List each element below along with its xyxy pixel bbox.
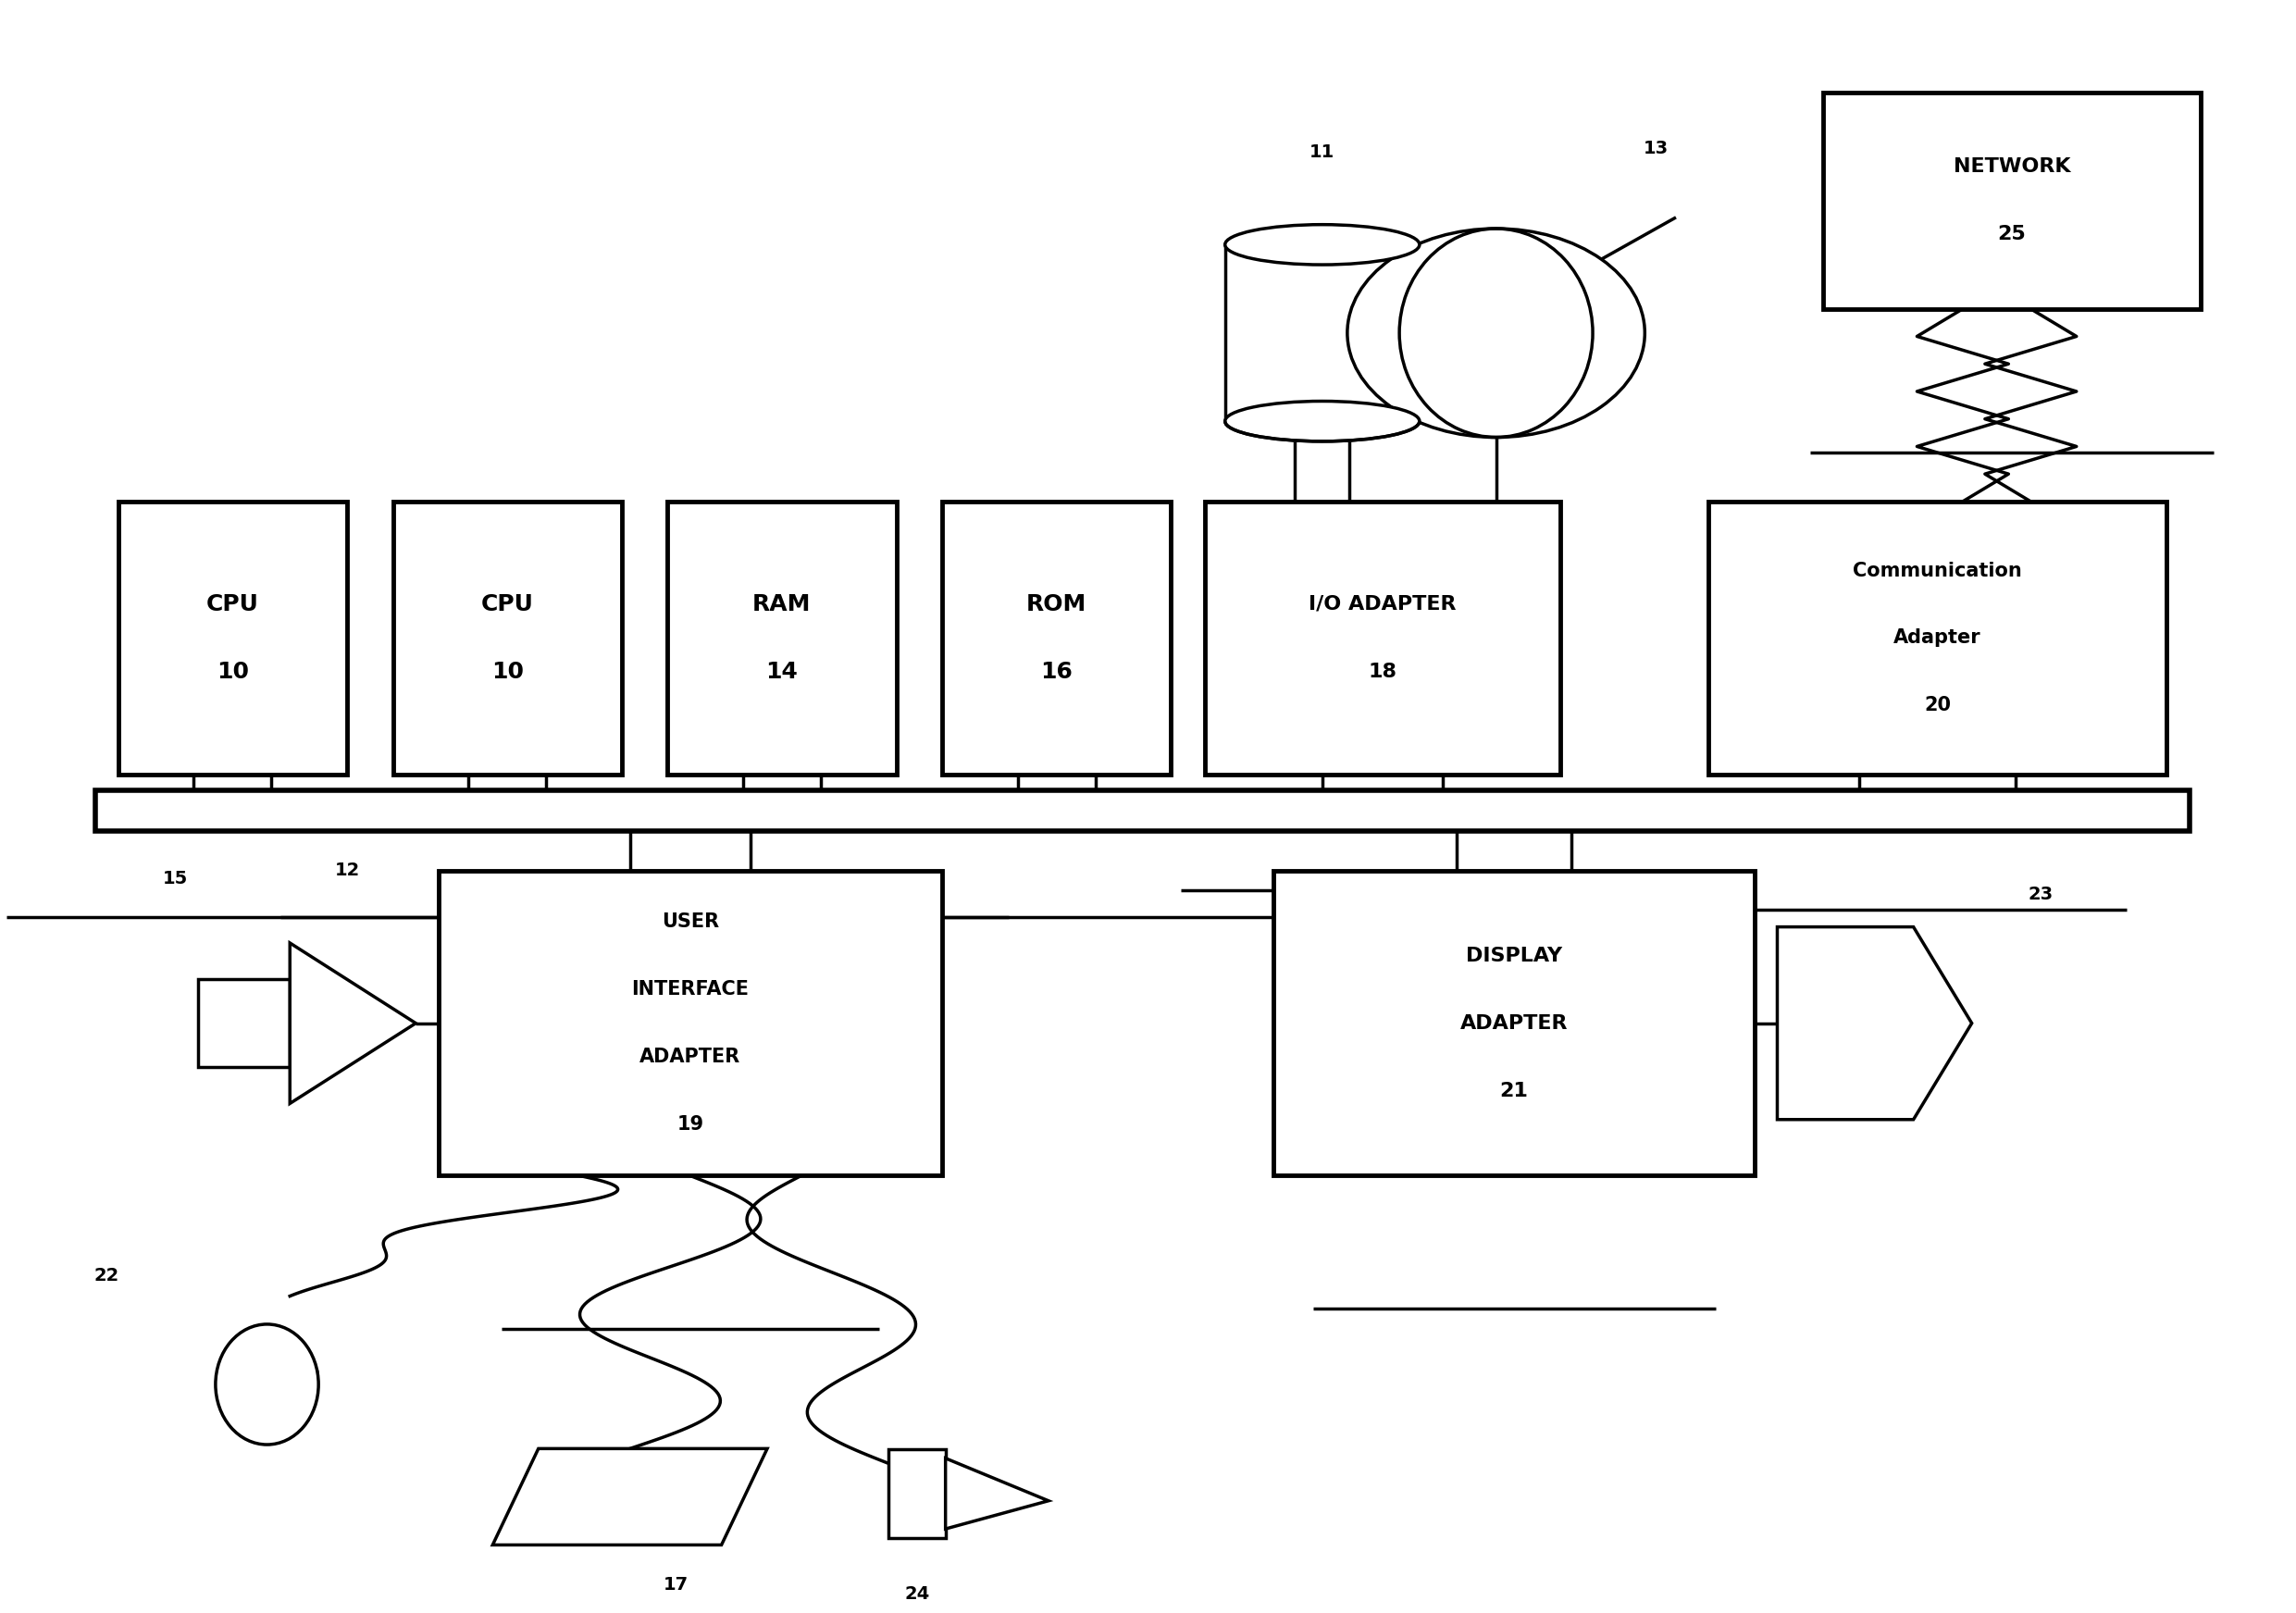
Text: 18: 18 <box>1368 663 1396 681</box>
Text: 13: 13 <box>1644 140 1669 156</box>
Text: INTERFACE: INTERFACE <box>631 981 748 998</box>
Text: 16: 16 <box>1040 661 1072 682</box>
Text: ADAPTER: ADAPTER <box>1460 1015 1568 1032</box>
Text: I/O ADAPTER: I/O ADAPTER <box>1309 595 1456 613</box>
Text: CPU: CPU <box>480 594 533 615</box>
Circle shape <box>1348 229 1644 437</box>
Text: ADAPTER: ADAPTER <box>641 1048 742 1066</box>
Text: 22: 22 <box>94 1268 119 1286</box>
Polygon shape <box>946 1458 1049 1529</box>
Text: NETWORK: NETWORK <box>1954 158 2071 176</box>
Text: 20: 20 <box>1924 697 1952 715</box>
Bar <box>1205 502 1559 774</box>
Bar <box>1708 502 2167 774</box>
Text: 19: 19 <box>677 1115 705 1134</box>
Text: 21: 21 <box>1499 1081 1529 1100</box>
Bar <box>889 1450 946 1537</box>
Text: Communication: Communication <box>1853 561 2023 579</box>
Bar <box>1274 871 1754 1176</box>
Ellipse shape <box>1226 402 1419 442</box>
Text: Adapter: Adapter <box>1894 629 1981 647</box>
Bar <box>941 502 1171 774</box>
Ellipse shape <box>1226 224 1419 265</box>
Text: 10: 10 <box>491 661 523 682</box>
Ellipse shape <box>216 1324 319 1445</box>
Text: ROM: ROM <box>1026 594 1086 615</box>
Bar <box>96 790 2188 831</box>
Text: 24: 24 <box>905 1586 930 1603</box>
Text: CPU: CPU <box>207 594 259 615</box>
Text: 11: 11 <box>1309 144 1334 161</box>
Bar <box>197 979 289 1068</box>
Text: DISPLAY: DISPLAY <box>1465 947 1561 965</box>
Text: RAM: RAM <box>753 594 810 615</box>
Bar <box>1823 92 2200 308</box>
Text: 17: 17 <box>664 1576 689 1594</box>
Polygon shape <box>1777 927 1972 1119</box>
Polygon shape <box>494 1448 767 1545</box>
Polygon shape <box>289 944 416 1103</box>
Text: 10: 10 <box>216 661 248 682</box>
Bar <box>668 502 895 774</box>
Text: 14: 14 <box>767 661 799 682</box>
Bar <box>119 502 347 774</box>
Text: 15: 15 <box>163 869 188 887</box>
Text: 12: 12 <box>335 861 360 879</box>
Text: 25: 25 <box>1998 224 2025 244</box>
Bar <box>439 871 941 1176</box>
Text: 23: 23 <box>2027 886 2053 903</box>
Bar <box>393 502 622 774</box>
Text: USER: USER <box>661 913 719 931</box>
